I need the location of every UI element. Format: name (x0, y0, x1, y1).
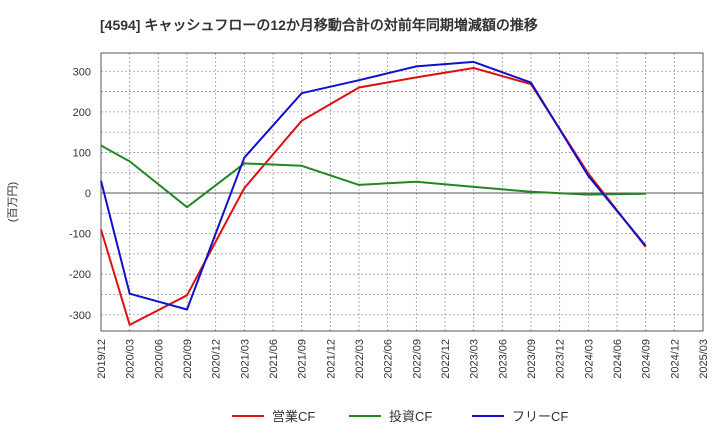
y-tick-label: -100 (69, 229, 91, 241)
x-tick-label: 2021/06 (268, 339, 280, 379)
series-line-投資CF (100, 144, 646, 209)
x-tick-label: 2022/12 (440, 339, 452, 379)
y-tick-label: 300 (73, 66, 91, 78)
y-tick-label: -300 (69, 310, 91, 322)
x-tick-label: 2020/09 (182, 339, 194, 379)
y-tick-label: 0 (85, 188, 91, 200)
x-tick-label: 2023/09 (526, 339, 538, 379)
x-tick-label: 2020/03 (125, 339, 137, 379)
x-axis-ticks: 2019/12 2020/03 2020/06 2020/09 2020/12 2021/… (96, 339, 710, 379)
x-tick-label: 2024/12 (669, 339, 681, 379)
legend-label: フリーCF (512, 409, 568, 424)
y-axis-ticks: -300 -200 -100 0 100 200 300 (69, 66, 91, 322)
series-lines (100, 60, 647, 326)
x-tick-label: 2022/09 (411, 339, 423, 379)
x-tick-label: 2019/12 (96, 339, 108, 379)
plot-frame (100, 52, 704, 332)
legend-label: 投資CF (389, 409, 432, 424)
x-tick-label: 2020/12 (211, 339, 223, 379)
chart-title: [4594] キャッシュフローの12か月移動合計の対前年同期増減額の推移 (100, 17, 538, 33)
legend: 営業CF 投資CF フリーCF (232, 409, 568, 424)
y-tick-label: 200 (73, 107, 91, 119)
x-tick-label: 2021/12 (325, 339, 337, 379)
series-line-営業CF (100, 67, 647, 326)
x-tick-label: 2021/09 (297, 339, 309, 379)
x-tick-label: 2022/03 (354, 339, 366, 379)
y-tick-label: -200 (69, 269, 91, 281)
plot-border (100, 52, 704, 332)
x-tick-label: 2021/03 (239, 339, 251, 379)
x-tick-label: 2020/06 (153, 339, 165, 379)
x-tick-label: 2025/03 (698, 339, 710, 379)
y-axis-label: (百万円) (7, 182, 19, 222)
x-tick-label: 2023/03 (469, 339, 481, 379)
y-tick-label: 100 (73, 147, 91, 159)
x-tick-label: 2024/09 (641, 339, 653, 379)
legend-label: 営業CF (272, 409, 315, 424)
x-tick-label: 2024/03 (583, 339, 595, 379)
x-tick-label: 2022/06 (383, 339, 395, 379)
x-tick-label: 2024/06 (612, 339, 624, 379)
x-tick-label: 2023/06 (497, 339, 509, 379)
series-line-フリーCF (100, 60, 647, 311)
x-tick-label: 2023/12 (555, 339, 567, 379)
